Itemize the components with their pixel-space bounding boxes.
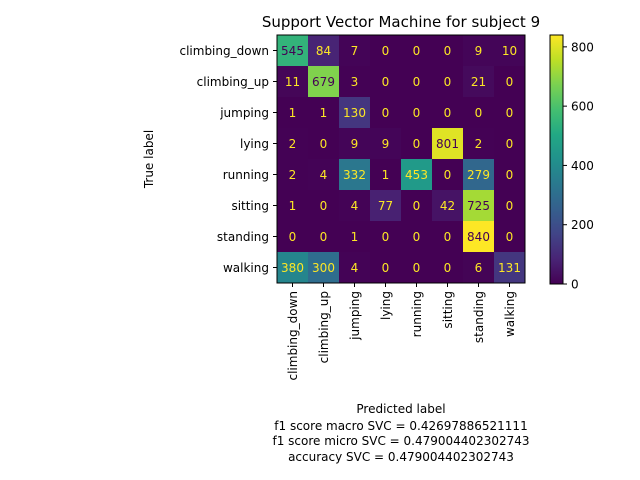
cell-value-label: 0 — [382, 44, 390, 58]
cell-value-label: 130 — [343, 106, 366, 120]
cell-value-label: 0 — [413, 199, 421, 213]
cell-value-label: 679 — [312, 75, 335, 89]
cell-value-label: 4 — [320, 168, 328, 182]
cell-value-label: 131 — [498, 261, 521, 275]
colorbar-tick-label: 400 — [571, 159, 594, 173]
accuracy-line: accuracy SVC = 0.479004402302743 — [288, 450, 514, 464]
colorbar-tick-label: 0 — [571, 278, 579, 292]
cell-value-label: 0 — [413, 106, 421, 120]
cell-value-label: 300 — [312, 261, 335, 275]
cell-value-label: 0 — [320, 137, 328, 151]
cell-value-label: 0 — [444, 168, 452, 182]
x-tick-labels: climbing_down climbing_up jumping lying runn… — [286, 283, 517, 381]
f1-macro-line: f1 score macro SVC = 0.42697886521111 — [274, 419, 527, 433]
cell-value-label: 84 — [316, 44, 331, 58]
cell-value-label: 10 — [502, 44, 517, 58]
cell-value-label: 2 — [475, 137, 483, 151]
cell-value-label: 9 — [351, 137, 359, 151]
cell-value-label: 545 — [281, 44, 304, 58]
x-tick-label: sitting — [441, 291, 455, 329]
cell-value-label: 0 — [413, 261, 421, 275]
cell-value-label: 0 — [289, 230, 297, 244]
cell-value-label: 0 — [506, 137, 514, 151]
x-tick-label: standing — [472, 291, 486, 343]
cell-value-label: 1 — [289, 199, 297, 213]
cell-value-label: 0 — [444, 230, 452, 244]
cell-value-label: 6 — [475, 261, 483, 275]
colorbar-tick-label: 600 — [571, 100, 594, 114]
cell-value-label: 380 — [281, 261, 304, 275]
cell-value-label: 0 — [444, 44, 452, 58]
cell-value-label: 0 — [444, 106, 452, 120]
cell-value-label: 0 — [475, 106, 483, 120]
cell-value-label: 0 — [444, 75, 452, 89]
x-tick-label: climbing_down — [286, 291, 300, 381]
y-tick-label: standing — [217, 230, 269, 244]
y-tick-label: sitting — [231, 199, 269, 213]
x-tick-label: walking — [503, 291, 517, 337]
cell-value-label: 42 — [440, 199, 455, 213]
chart-title: Support Vector Machine for subject 9 — [262, 13, 540, 31]
cell-value-label: 0 — [382, 75, 390, 89]
cell-value-label: 2 — [289, 137, 297, 151]
cell-value-label: 77 — [378, 199, 393, 213]
cell-value-label: 0 — [506, 75, 514, 89]
cell-value-label: 0 — [413, 75, 421, 89]
cell-value-label: 840 — [467, 230, 490, 244]
colorbar-tick-label: 200 — [571, 218, 594, 232]
x-tick-label: lying — [379, 291, 393, 320]
y-tick-label: climbing_up — [197, 75, 269, 89]
cell-value-label: 4 — [351, 199, 359, 213]
cell-value-label: 0 — [413, 137, 421, 151]
cell-value-label: 1 — [320, 106, 328, 120]
cell-value-label: 0 — [382, 230, 390, 244]
cell-value-label: 332 — [343, 168, 366, 182]
y-tick-label: lying — [240, 137, 269, 151]
colorbar-ticks: 0 200 400 600 800 — [563, 40, 594, 291]
cell-value-label: 0 — [506, 168, 514, 182]
cell-value-label: 3 — [351, 75, 359, 89]
y-axis-label: True label — [142, 130, 156, 189]
cell-value-label: 0 — [506, 199, 514, 213]
cell-value-label: 9 — [475, 44, 483, 58]
cell-value-label: 2 — [289, 168, 297, 182]
cell-value-label: 9 — [382, 137, 390, 151]
cell-value-label: 801 — [436, 137, 459, 151]
cell-value-label: 0 — [413, 230, 421, 244]
colorbar — [550, 35, 563, 284]
cell-value-label: 1 — [289, 106, 297, 120]
x-tick-label: jumping — [348, 291, 362, 341]
y-tick-label: climbing_down — [179, 44, 269, 58]
y-tick-label: jumping — [219, 106, 269, 120]
cell-value-label: 0 — [320, 230, 328, 244]
cell-value-label: 7 — [351, 44, 359, 58]
f1-micro-line: f1 score micro SVC = 0.479004402302743 — [272, 434, 529, 448]
cell-value-label: 0 — [382, 106, 390, 120]
cell-value-label: 1 — [382, 168, 390, 182]
x-tick-label: running — [410, 291, 424, 337]
x-axis-label: Predicted label — [356, 402, 445, 416]
cell-value-label: 0 — [320, 199, 328, 213]
cell-value-label: 0 — [382, 261, 390, 275]
cell-value-label: 0 — [506, 230, 514, 244]
cell-value-label: 453 — [405, 168, 428, 182]
colorbar-tick-label: 800 — [571, 40, 594, 54]
cell-value-label: 21 — [471, 75, 486, 89]
cell-value-label: 0 — [413, 44, 421, 58]
cell-value-label: 11 — [285, 75, 300, 89]
y-tick-label: running — [223, 168, 269, 182]
cell-value-label: 0 — [444, 261, 452, 275]
heatmap-cells — [277, 35, 526, 284]
cell-value-label: 725 — [467, 199, 490, 213]
cell-value-label: 1 — [351, 230, 359, 244]
cell-value-label: 0 — [506, 106, 514, 120]
x-tick-label: climbing_up — [317, 291, 331, 363]
cell-value-label: 4 — [351, 261, 359, 275]
y-tick-label: walking — [223, 261, 269, 275]
cell-value-label: 279 — [467, 168, 490, 182]
